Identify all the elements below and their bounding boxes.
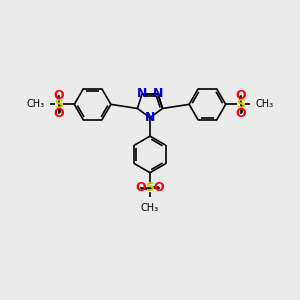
Text: O: O bbox=[54, 89, 64, 102]
Text: N: N bbox=[153, 87, 163, 100]
Text: CH₃: CH₃ bbox=[256, 99, 274, 110]
Text: S: S bbox=[146, 182, 154, 194]
Text: CH₃: CH₃ bbox=[26, 99, 44, 110]
Text: O: O bbox=[236, 107, 246, 120]
Text: O: O bbox=[54, 107, 64, 120]
Text: N: N bbox=[137, 87, 147, 100]
Text: CH₃: CH₃ bbox=[141, 203, 159, 213]
Text: S: S bbox=[236, 98, 245, 111]
Text: O: O bbox=[136, 182, 146, 194]
Text: O: O bbox=[236, 89, 246, 102]
Text: O: O bbox=[154, 182, 164, 194]
Text: N: N bbox=[145, 111, 155, 124]
Text: S: S bbox=[55, 98, 64, 111]
